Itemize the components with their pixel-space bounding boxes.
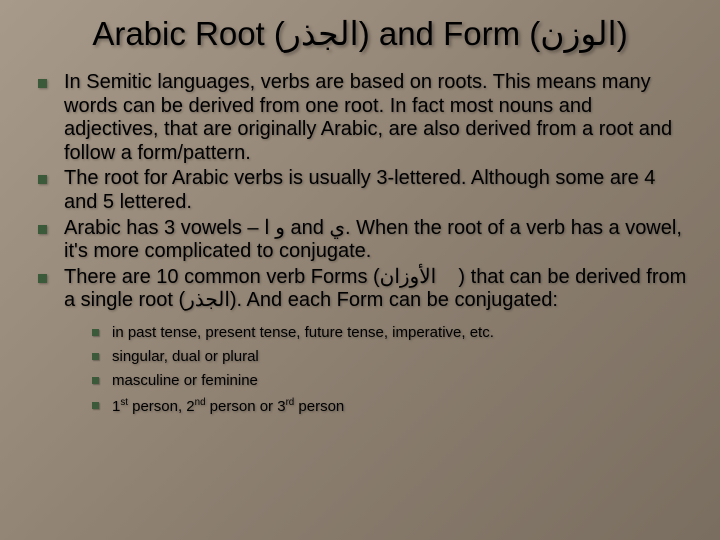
list-item: masculine or feminine: [90, 371, 692, 391]
main-bullet-list: In Semitic languages, verbs are based on…: [36, 71, 692, 313]
list-item: in past tense, present tense, future ten…: [90, 323, 692, 343]
list-item: singular, dual or plural: [90, 347, 692, 367]
list-item: There are 10 common verb Forms (الأوزان …: [36, 266, 692, 313]
slide-container: Arabic Root (الجذر) and Form (الوزن) In …: [0, 0, 720, 540]
ordinal-suffix: st: [120, 397, 128, 408]
ordinal-text: person or 3: [206, 398, 286, 415]
list-item: The root for Arabic verbs is usually 3-l…: [36, 167, 692, 214]
bullet-text: In Semitic languages, verbs are based on…: [64, 71, 672, 164]
list-item: In Semitic languages, verbs are based on…: [36, 71, 692, 165]
list-item: 1st person, 2nd person or 3rd person: [90, 396, 692, 417]
sub-bullet-text: in past tense, present tense, future ten…: [112, 324, 494, 341]
sub-bullet-text: singular, dual or plural: [112, 348, 259, 365]
slide-title: Arabic Root (الجذر) and Form (الوزن): [28, 14, 692, 53]
ordinal-text: person: [294, 398, 344, 415]
sub-bullet-list: in past tense, present tense, future ten…: [90, 323, 692, 417]
bullet-text: There are 10 common verb Forms (الأوزان …: [64, 266, 686, 312]
ordinal-suffix: rd: [286, 397, 295, 408]
list-item: Arabic has 3 vowels – و ا and ي. When th…: [36, 217, 692, 264]
ordinal-text: person, 2: [128, 398, 195, 415]
sub-bullet-text: masculine or feminine: [112, 372, 258, 389]
sub-bullet-text: 1st person, 2nd person or 3rd person: [112, 398, 344, 415]
bullet-text: The root for Arabic verbs is usually 3-l…: [64, 167, 655, 213]
bullet-text: Arabic has 3 vowels – و ا and ي. When th…: [64, 217, 682, 263]
ordinal-suffix: nd: [195, 397, 206, 408]
